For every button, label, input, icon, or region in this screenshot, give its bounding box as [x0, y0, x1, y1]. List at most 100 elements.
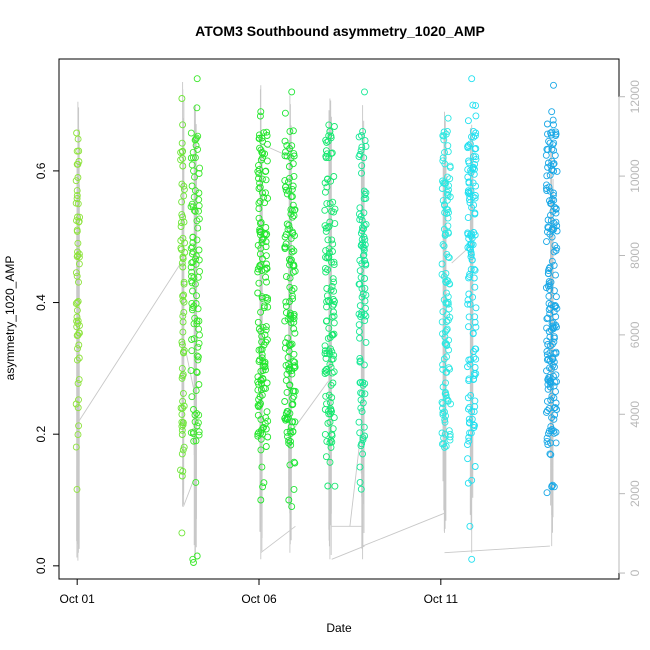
right-y-tick-label: 8000 — [628, 242, 642, 269]
data-point — [256, 179, 264, 187]
data-point — [188, 336, 196, 343]
data-point — [439, 361, 447, 369]
data-point — [551, 411, 559, 419]
x-tick-label: Oct 01 — [60, 592, 96, 606]
data-point — [444, 191, 452, 199]
data-point — [194, 343, 202, 351]
data-point — [553, 222, 561, 230]
data-point — [360, 423, 368, 431]
data-point — [547, 304, 555, 312]
data-point — [543, 407, 551, 415]
data-point — [286, 274, 294, 282]
data-point — [439, 241, 447, 249]
data-point — [355, 328, 363, 336]
data-point — [190, 320, 198, 328]
data-point — [75, 354, 83, 362]
data-point — [444, 114, 452, 122]
data-point — [543, 120, 551, 128]
data-point — [262, 189, 269, 197]
data-point — [257, 108, 265, 116]
data-point — [74, 431, 82, 439]
data-point — [327, 363, 335, 371]
data-point — [445, 186, 452, 194]
data-point — [322, 392, 330, 400]
data-point — [195, 256, 203, 264]
data-point — [553, 244, 561, 252]
data-point — [552, 132, 560, 139]
data-point — [467, 429, 475, 437]
data-point — [329, 198, 337, 206]
data-point — [323, 437, 331, 445]
data-point — [548, 257, 556, 265]
data-point — [258, 463, 266, 471]
data-point — [177, 466, 184, 474]
data-point — [192, 437, 200, 445]
data-point — [544, 376, 552, 384]
data-point — [543, 434, 551, 442]
data-point — [358, 311, 365, 319]
gray-connector — [331, 545, 365, 560]
data-point — [329, 425, 337, 433]
data-point — [179, 162, 187, 170]
data-point — [356, 204, 364, 212]
data-point — [289, 201, 297, 209]
data-point — [281, 109, 289, 117]
data-point — [356, 151, 364, 158]
gray-connector — [260, 525, 296, 554]
data-point — [254, 411, 262, 419]
data-point — [468, 256, 476, 264]
data-point — [281, 414, 289, 422]
data-point — [327, 381, 335, 389]
data-point — [192, 255, 199, 263]
data-point — [545, 328, 553, 335]
data-point — [548, 319, 556, 327]
data-point — [75, 422, 83, 430]
data-point — [284, 354, 292, 361]
data-point — [264, 140, 271, 148]
data-point — [264, 303, 272, 311]
data-point — [286, 381, 294, 389]
x-axis-label: Date — [326, 621, 352, 635]
data-point — [442, 389, 449, 396]
data-point — [287, 441, 295, 449]
data-point — [189, 148, 197, 156]
data-point — [262, 323, 270, 331]
data-point — [321, 179, 329, 187]
data-point — [542, 151, 550, 159]
data-point — [289, 428, 297, 436]
data-point — [74, 135, 82, 143]
data-point — [187, 367, 195, 375]
data-point — [73, 227, 81, 235]
data-point — [356, 216, 364, 224]
data-point — [192, 300, 200, 307]
data-point — [438, 260, 446, 268]
data-point — [177, 237, 185, 245]
data-point — [329, 275, 337, 283]
data-point — [328, 407, 336, 415]
data-point — [73, 195, 81, 202]
data-point — [361, 257, 368, 264]
data-point — [328, 438, 336, 446]
data-point — [471, 313, 479, 321]
data-point — [288, 503, 296, 511]
data-point — [464, 173, 472, 181]
data-point — [193, 369, 201, 376]
data-point — [439, 179, 447, 187]
data-point — [543, 489, 551, 497]
data-point — [552, 371, 560, 379]
data-point — [543, 315, 551, 323]
data-point — [177, 148, 185, 156]
point-cluster — [187, 75, 204, 566]
data-point — [195, 431, 203, 439]
data-point — [261, 363, 269, 371]
data-point — [471, 283, 479, 291]
data-point — [330, 351, 338, 359]
data-point — [179, 419, 187, 427]
data-point — [361, 191, 369, 198]
data-point — [193, 368, 200, 376]
data-point — [196, 164, 204, 172]
data-point — [261, 266, 269, 274]
data-point — [472, 323, 480, 331]
data-point — [362, 338, 370, 346]
data-point — [178, 431, 186, 438]
